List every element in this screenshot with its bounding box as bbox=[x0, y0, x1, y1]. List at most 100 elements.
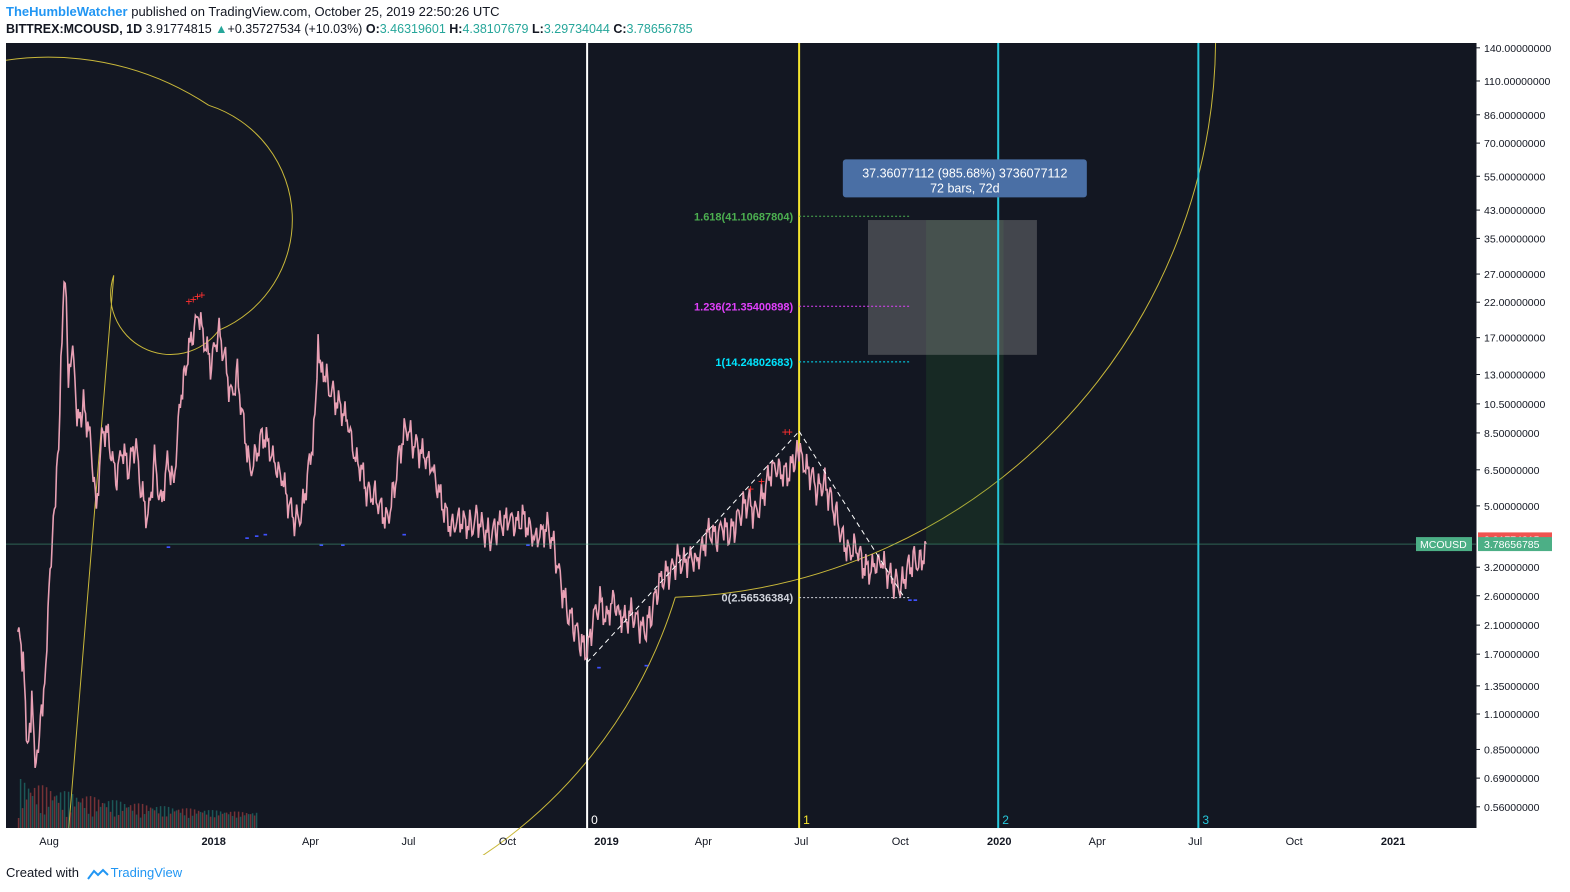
x-tick-label: Jul bbox=[1188, 836, 1202, 848]
volume-bar bbox=[75, 797, 78, 828]
y-tick-label: 140.00000000 bbox=[1484, 43, 1551, 55]
close-value: 3.78656785 bbox=[626, 22, 693, 36]
x-tick-label: Jul bbox=[794, 836, 808, 848]
volume-bar bbox=[131, 810, 134, 828]
volume-bar bbox=[37, 785, 40, 828]
volume-bar bbox=[151, 808, 154, 828]
volume-bar bbox=[95, 811, 98, 828]
volume-bar bbox=[177, 809, 180, 828]
volume-bar bbox=[71, 794, 74, 828]
volume-bar bbox=[167, 806, 170, 828]
volume-bar bbox=[163, 806, 166, 828]
y-tick-label: 110.00000000 bbox=[1484, 76, 1551, 88]
volume-bar bbox=[111, 800, 114, 828]
volume-bar bbox=[109, 811, 112, 828]
volume-bar bbox=[159, 806, 162, 828]
volume-bar bbox=[237, 811, 240, 828]
volume-bar bbox=[169, 813, 172, 828]
volume-bar bbox=[189, 808, 192, 828]
volume-bar bbox=[55, 795, 58, 828]
y-tick-label: 2.60000000 bbox=[1484, 591, 1540, 603]
y-tick-label: 27.00000000 bbox=[1484, 269, 1545, 281]
created-with-text: Created with bbox=[6, 865, 79, 880]
spiral-arc-top bbox=[6, 56, 210, 106]
volume-bar bbox=[99, 806, 102, 828]
x-tick-label: Aug bbox=[39, 836, 59, 848]
fib-level-label: 1.618(41.10687804) bbox=[694, 211, 793, 223]
volume-bar bbox=[173, 811, 176, 828]
volume-bar bbox=[73, 806, 76, 828]
volume-bar bbox=[223, 812, 226, 828]
y-tick-label: 13.00000000 bbox=[1484, 370, 1545, 382]
y-tick-label: 1.35000000 bbox=[1484, 681, 1540, 693]
volume-bar bbox=[97, 799, 100, 828]
volume-bar bbox=[81, 798, 84, 828]
volume-bar bbox=[199, 811, 202, 828]
volume-bar bbox=[19, 778, 22, 828]
volume-bar bbox=[227, 814, 230, 828]
price-scale-background bbox=[1476, 43, 1564, 855]
x-tick-label: Oct bbox=[499, 836, 516, 848]
volume-bar bbox=[191, 815, 194, 828]
volume-bar bbox=[61, 809, 64, 828]
y-tick-label: 0.56000000 bbox=[1484, 802, 1540, 814]
spiral-arc-inner bbox=[208, 104, 293, 331]
volume-bar bbox=[165, 816, 168, 828]
y-tick-label: 0.69000000 bbox=[1484, 773, 1540, 785]
price-scale-label-bg bbox=[1478, 537, 1552, 552]
volume-bar bbox=[39, 813, 42, 828]
spiral-arc-outer bbox=[482, 597, 676, 855]
volume-bar bbox=[83, 807, 86, 828]
volume-bar bbox=[141, 803, 144, 828]
volume-bar bbox=[119, 801, 122, 828]
volume-bar bbox=[125, 807, 128, 828]
signal-plus-marker: + bbox=[758, 474, 765, 488]
volume-bar bbox=[171, 808, 174, 828]
y-tick-label: 10.50000000 bbox=[1484, 399, 1545, 411]
volume-bar bbox=[145, 805, 148, 828]
volume-bar bbox=[29, 792, 32, 828]
volume-bar bbox=[247, 814, 250, 828]
volume-bars bbox=[17, 778, 258, 828]
tradingview-link[interactable]: TradingView bbox=[110, 865, 183, 880]
volume-bar bbox=[179, 812, 182, 828]
volume-bar bbox=[69, 812, 72, 828]
volume-bar bbox=[49, 791, 52, 828]
volume-bar bbox=[215, 810, 218, 828]
published-text: published on TradingView.com, October 25… bbox=[131, 4, 500, 19]
up-arrow-icon: ▲ bbox=[215, 22, 228, 36]
volume-bar bbox=[229, 811, 232, 828]
volume-bar bbox=[253, 815, 256, 828]
volume-bar bbox=[175, 810, 178, 828]
volume-bar bbox=[143, 814, 146, 828]
volume-bar bbox=[157, 813, 160, 828]
volume-bar bbox=[21, 808, 24, 828]
signal-minus-marker: - bbox=[913, 591, 918, 607]
y-tick-label: 3.20000000 bbox=[1484, 562, 1540, 574]
volume-bar bbox=[117, 814, 120, 828]
fib-level-label: 1(14.24802683) bbox=[715, 357, 793, 369]
x-tick-label: Apr bbox=[302, 836, 319, 848]
open-label: O: bbox=[365, 22, 380, 36]
price-chart[interactable]: 0 1 2 3 1.618(41.10687804) 1.236(21.35400898)… bbox=[6, 43, 1564, 855]
volume-bar bbox=[113, 816, 116, 828]
signal-minus-marker: - bbox=[597, 658, 602, 674]
x-tick-label: Apr bbox=[695, 836, 712, 848]
author-link[interactable]: TheHumbleWatcher bbox=[6, 4, 128, 19]
measure-range-box bbox=[926, 220, 1004, 544]
volume-bar bbox=[219, 811, 222, 828]
y-tick-label: 0.85000000 bbox=[1484, 744, 1540, 756]
volume-bar bbox=[105, 807, 108, 828]
price-series-line bbox=[17, 280, 927, 768]
volume-bar bbox=[211, 810, 214, 828]
volume-bar bbox=[47, 806, 50, 828]
symbol-label: BITTREX:MCOUSD, 1D bbox=[6, 22, 143, 36]
y-tick-label: 1.70000000 bbox=[1484, 649, 1540, 661]
volume-bar bbox=[183, 815, 186, 828]
volume-bar bbox=[161, 816, 164, 828]
volume-bar bbox=[17, 818, 20, 828]
volume-bar bbox=[33, 787, 36, 828]
y-tick-label: 6.50000000 bbox=[1484, 465, 1540, 477]
volume-bar bbox=[233, 811, 236, 828]
price-scale-label: 3.78656785 bbox=[1484, 539, 1540, 551]
